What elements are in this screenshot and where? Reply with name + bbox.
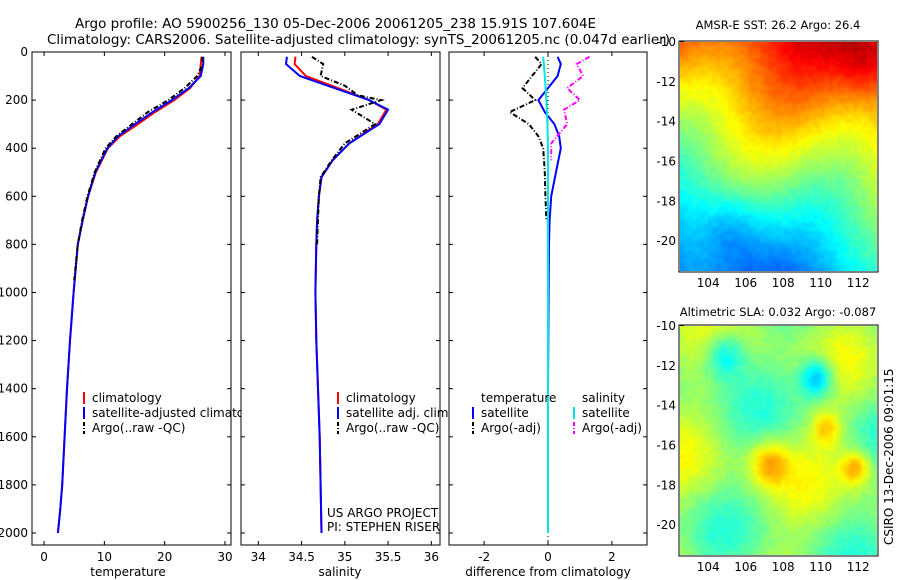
legend-label-temp-argo: Argo(-adj) xyxy=(481,421,541,435)
map-x-tick-label: 108 xyxy=(772,276,795,290)
sla-map-title: Altimetric SLA: 0.032 Argo: -0.087 xyxy=(680,305,877,319)
x-tick-label: 10 xyxy=(97,550,112,564)
x-tick-label: 20 xyxy=(157,550,172,564)
map-y-tick-label: -12 xyxy=(656,75,676,89)
y-tick-label: 1800 xyxy=(0,478,28,492)
temperature-axes-box xyxy=(31,51,232,546)
map-x-tick-label: 104 xyxy=(697,560,720,574)
legend-label-temp-satellite: satellite xyxy=(481,406,529,420)
difference-x-label: difference from climatology xyxy=(465,565,631,579)
difference-lines xyxy=(507,55,590,533)
x-tick-label: 34 xyxy=(251,550,266,564)
y-tick-label: 0 xyxy=(20,45,28,59)
x-tick-label: 34.5 xyxy=(288,550,315,564)
title-line-1: Argo profile: AO 5900256_130 05-Dec-2006… xyxy=(75,16,596,32)
project-annotation-line-2: PI: STEPHEN RISER xyxy=(327,520,440,534)
project-annotation-line-1: US ARGO PROJECT xyxy=(327,506,439,520)
salinity-axes-box xyxy=(240,51,441,546)
y-tick-label: 2000 xyxy=(0,526,28,540)
map-y-tick-label: -16 xyxy=(656,154,676,168)
salinity-x-ticks: 34 34.5 35 35.5 36 xyxy=(251,52,439,564)
x-tick-label: -2 xyxy=(478,550,490,564)
map-y-tick-label: -10 xyxy=(656,319,676,333)
map-x-tick-label: 112 xyxy=(847,560,870,574)
salinity-x-label: salinity xyxy=(318,565,361,579)
temperature-lines xyxy=(56,56,205,534)
map-y-tick-label: -18 xyxy=(656,478,676,492)
salinity-legend: climatology satellite adj. clim. Argo(..… xyxy=(337,391,452,435)
y-tick-label: 800 xyxy=(5,237,28,251)
map-y-tick-label: -14 xyxy=(656,115,676,129)
title-line-2: Climatology: CARS2006. Satellite-adjuste… xyxy=(47,32,670,48)
y-tick-label: 1000 xyxy=(0,285,28,299)
y-tick-label: 600 xyxy=(5,189,28,203)
sst-map-ticks: 104 106 108 110 112 -10 -12 -14 -16 -18 -20 xyxy=(656,35,869,290)
legend-label-climatology: climatology xyxy=(346,391,416,405)
map-x-tick-label: 106 xyxy=(734,276,757,290)
sst-map-frame xyxy=(678,40,879,273)
legend-header-temperature: temperature xyxy=(481,391,556,405)
y-tick-label: 1200 xyxy=(0,334,28,348)
x-tick-label: 30 xyxy=(217,550,232,564)
map-y-tick-label: -16 xyxy=(656,438,676,452)
series-line-argo-raw-qc- xyxy=(73,56,204,281)
map-y-tick-label: -14 xyxy=(656,399,676,413)
map-y-tick-label: -10 xyxy=(656,35,676,49)
x-tick-label: 0 xyxy=(40,550,48,564)
temperature-x-ticks: 0 10 20 30 xyxy=(40,52,233,564)
temperature-panel: 0 200 400 600 800 1000 1200 1400 1600 1800 2000 0 1… xyxy=(0,45,270,579)
difference-panel: -2 0 2 difference from climatology tempera… xyxy=(448,51,648,579)
map-y-tick-label: -18 xyxy=(656,194,676,208)
temperature-y-ticks: 0 200 400 600 800 1000 1200 1400 1600 1800 2000 xyxy=(0,45,231,540)
sla-map-ticks: 104 106 108 110 112 -10 -12 -14 -16 -18 -20 xyxy=(656,319,869,574)
series-line-satellite-adjusted-climatology xyxy=(56,56,205,534)
difference-x-ticks: -2 0 2 xyxy=(478,52,616,564)
legend-label-satellite-adjusted: satellite-adjusted climatology xyxy=(92,406,270,420)
sla-heatmap xyxy=(680,326,877,555)
salinity-y-ticks xyxy=(241,51,440,534)
series-line-salinity-satellite xyxy=(542,56,549,533)
csiro-timestamp: CSIRO 13-Dec-2006 09:01:15 xyxy=(882,368,896,545)
x-tick-label: 36 xyxy=(424,550,439,564)
map-y-tick-label: -12 xyxy=(656,359,676,373)
x-tick-label: 35.5 xyxy=(375,550,402,564)
y-tick-label: 1400 xyxy=(0,382,28,396)
y-tick-label: 200 xyxy=(5,93,28,107)
temperature-x-label: temperature xyxy=(90,565,165,579)
legend-header-salinity: salinity xyxy=(582,391,625,405)
x-tick-label: 0 xyxy=(544,550,552,564)
legend-label-climatology: climatology xyxy=(92,391,162,405)
legend-label-argo: Argo(..raw -QC) xyxy=(92,421,185,435)
map-x-tick-label: 106 xyxy=(734,560,757,574)
legend-label-satellite-adj: satellite adj. clim. xyxy=(346,406,452,420)
map-x-tick-label: 104 xyxy=(697,276,720,290)
sst-heatmap xyxy=(680,42,877,271)
y-tick-label: 1600 xyxy=(0,430,28,444)
series-line-temperature-argo-adj- xyxy=(507,56,548,221)
series-line-argo-raw-qc- xyxy=(311,55,386,245)
sla-map-frame xyxy=(678,324,879,557)
map-x-tick-label: 108 xyxy=(772,560,795,574)
x-tick-label: 35 xyxy=(337,550,352,564)
map-y-tick-label: -20 xyxy=(656,234,676,248)
salinity-lines xyxy=(284,55,390,534)
salinity-panel: 34 34.5 35 35.5 36 salinity climatology sate… xyxy=(240,51,452,579)
map-x-tick-label: 110 xyxy=(809,276,832,290)
map-x-tick-label: 110 xyxy=(809,560,832,574)
legend-label-argo: Argo(..raw -QC) xyxy=(346,421,439,435)
y-tick-label: 400 xyxy=(5,141,28,155)
temperature-legend: climatology satellite-adjusted climatolo… xyxy=(83,391,270,435)
legend-label-sal-satellite: satellite xyxy=(582,406,630,420)
sst-map-title: AMSR-E SST: 26.2 Argo: 26.4 xyxy=(696,18,861,32)
legend-label-sal-argo: Argo(-adj) xyxy=(582,421,642,435)
difference-y-ticks xyxy=(449,51,647,534)
difference-legend: temperature satellite Argo(-adj) salinit… xyxy=(472,391,642,435)
map-x-tick-label: 112 xyxy=(847,276,870,290)
x-tick-label: 2 xyxy=(608,550,616,564)
map-y-tick-label: -20 xyxy=(656,518,676,532)
